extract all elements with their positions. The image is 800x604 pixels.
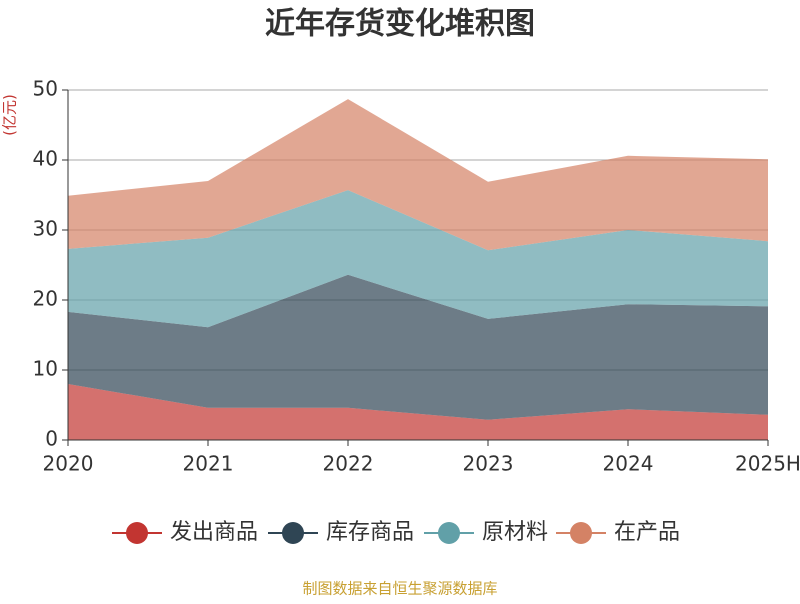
y-tick-label: 50	[33, 77, 58, 101]
legend-symbol[interactable]	[438, 522, 460, 544]
y-tick-label: 30	[33, 217, 58, 241]
x-tick-label: 2025H	[735, 452, 800, 476]
y-tick-label: 20	[33, 287, 58, 311]
legend-symbol[interactable]	[570, 522, 592, 544]
chart-title: 近年存货变化堆积图	[265, 7, 535, 42]
y-tick-label: 0	[45, 427, 58, 451]
area	[68, 99, 768, 251]
y-tick-label: 10	[33, 357, 58, 381]
y-axis-label: (亿元)	[1, 94, 19, 136]
x-tick-label: 2022	[323, 452, 374, 476]
legend-label[interactable]: 库存商品	[326, 520, 414, 545]
x-tick-label: 2023	[463, 452, 514, 476]
area	[68, 274, 768, 420]
legend-label[interactable]: 在产品	[614, 520, 680, 545]
area	[68, 190, 768, 328]
legend-label[interactable]: 原材料	[482, 520, 548, 545]
x-tick-label: 2024	[603, 452, 654, 476]
legend-symbol[interactable]	[282, 522, 304, 544]
area	[68, 384, 768, 440]
x-tick-label: 2021	[183, 452, 234, 476]
legend-symbol[interactable]	[126, 522, 148, 544]
y-tick-label: 40	[33, 147, 58, 171]
source-note: 制图数据来自恒生聚源数据库	[302, 580, 497, 598]
legend-label[interactable]: 发出商品	[170, 520, 258, 545]
x-tick-label: 2020	[43, 452, 94, 476]
